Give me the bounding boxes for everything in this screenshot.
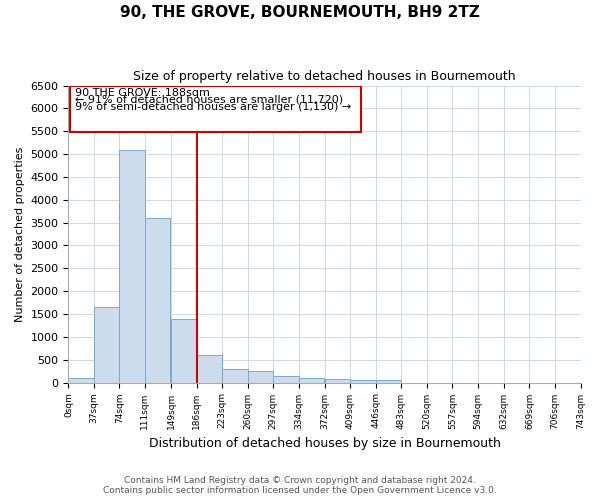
Text: 9% of semi-detached houses are larger (1,130) →: 9% of semi-detached houses are larger (1… [75,102,352,113]
Bar [299,378,324,382]
Bar [197,355,222,382]
Bar [70,86,361,132]
Y-axis label: Number of detached properties: Number of detached properties [15,146,25,322]
Bar [145,218,170,382]
Title: Size of property relative to detached houses in Bournemouth: Size of property relative to detached ho… [133,70,516,83]
Bar [248,371,273,382]
Bar [325,379,350,382]
Bar [273,376,299,382]
Bar [119,150,145,382]
Bar [376,380,401,382]
Text: Contains HM Land Registry data © Crown copyright and database right 2024.
Contai: Contains HM Land Registry data © Crown c… [103,476,497,495]
Bar [171,318,197,382]
Text: 90 THE GROVE: 188sqm: 90 THE GROVE: 188sqm [75,88,210,98]
Bar [350,380,376,382]
Text: ← 91% of detached houses are smaller (11,720): ← 91% of detached houses are smaller (11… [75,94,343,104]
Bar [68,378,94,382]
Text: 90, THE GROVE, BOURNEMOUTH, BH9 2TZ: 90, THE GROVE, BOURNEMOUTH, BH9 2TZ [120,5,480,20]
Bar [94,307,119,382]
X-axis label: Distribution of detached houses by size in Bournemouth: Distribution of detached houses by size … [149,437,500,450]
Bar [222,369,248,382]
